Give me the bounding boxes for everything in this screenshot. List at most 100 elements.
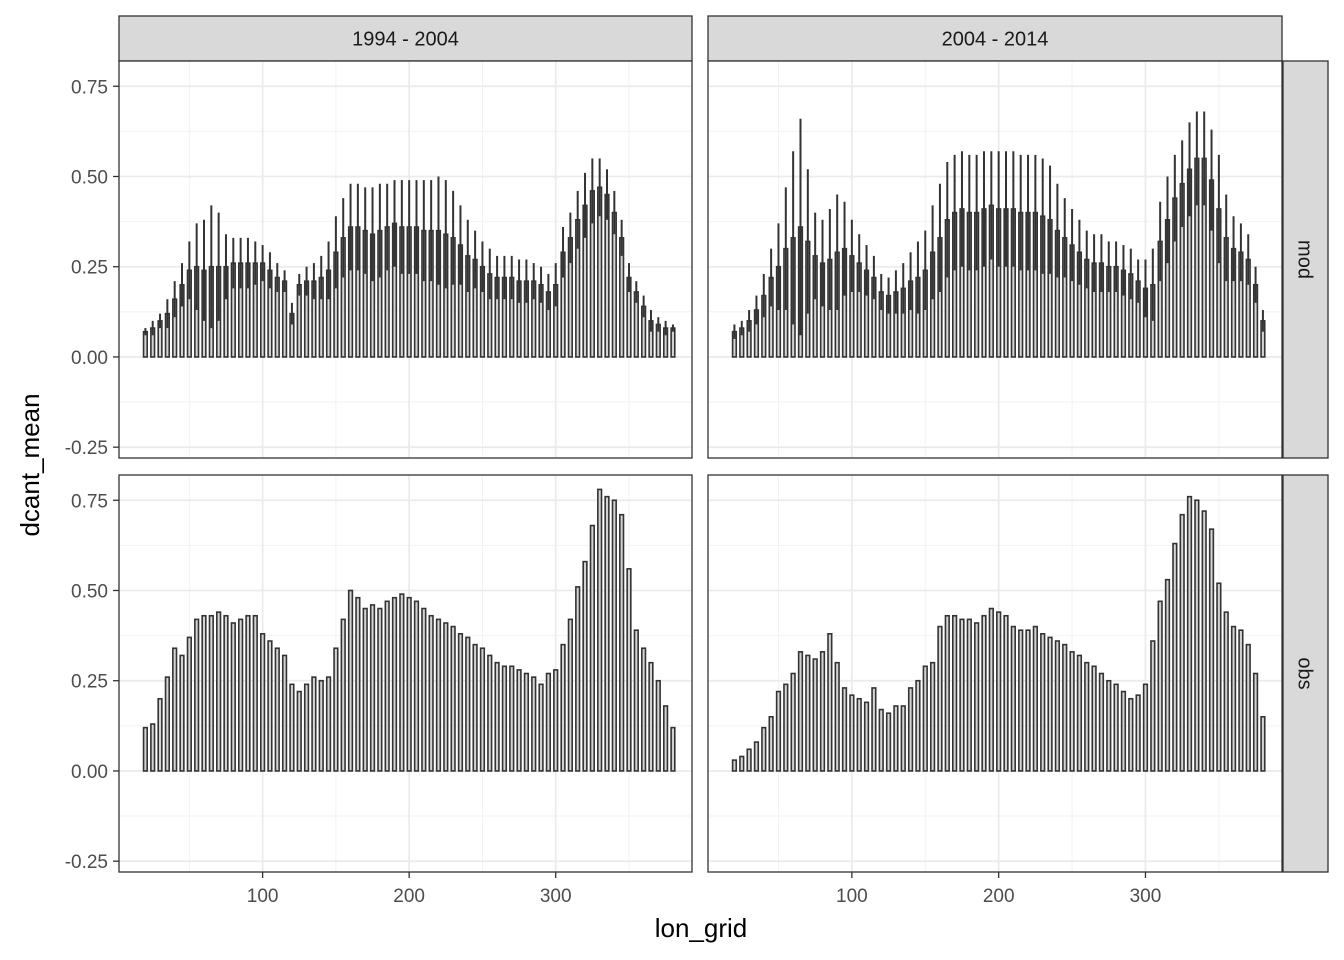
bar bbox=[841, 687, 848, 772]
bar bbox=[670, 327, 676, 358]
bar bbox=[443, 622, 449, 772]
bar bbox=[641, 647, 647, 772]
bar bbox=[1135, 694, 1141, 772]
bar bbox=[944, 614, 950, 772]
bar bbox=[611, 499, 617, 772]
x-tick-label: 100 bbox=[247, 886, 279, 907]
bar bbox=[391, 596, 398, 772]
bar bbox=[325, 676, 332, 772]
column-strip bbox=[707, 15, 1283, 62]
bar bbox=[157, 697, 163, 772]
bar bbox=[670, 726, 676, 772]
bar bbox=[516, 669, 522, 772]
panel-background bbox=[119, 475, 692, 872]
bar bbox=[775, 690, 782, 772]
bar bbox=[369, 604, 376, 772]
bar bbox=[819, 651, 826, 772]
bar bbox=[1164, 578, 1171, 772]
bar bbox=[1091, 665, 1097, 772]
bar bbox=[303, 683, 310, 772]
bar bbox=[575, 586, 581, 772]
bar bbox=[996, 611, 1002, 772]
panel: -0.25 0.00 0.25 0.50 0.75 bbox=[65, 60, 693, 459]
panel: -0.25 0.00 0.25 0.50 0.75 100 200 300 bbox=[65, 474, 693, 907]
y-tick-label: 0.25 bbox=[71, 258, 108, 279]
bar bbox=[355, 596, 361, 772]
bar bbox=[1142, 683, 1149, 772]
x-tick-label: 200 bbox=[983, 886, 1015, 907]
bar bbox=[790, 672, 796, 772]
bar bbox=[267, 640, 273, 772]
bar bbox=[753, 741, 760, 772]
y-tick-label: 0.25 bbox=[71, 672, 108, 693]
bar bbox=[318, 679, 324, 772]
bar bbox=[1245, 643, 1251, 772]
panel-background bbox=[708, 475, 1282, 872]
bar bbox=[648, 661, 654, 772]
bar bbox=[194, 618, 200, 772]
bar bbox=[974, 622, 980, 772]
bar bbox=[1018, 629, 1024, 772]
bar bbox=[900, 705, 906, 772]
y-tick-label: 0.00 bbox=[71, 762, 108, 783]
bar bbox=[252, 614, 258, 772]
bar bbox=[472, 643, 478, 772]
bar bbox=[871, 687, 877, 772]
y-tick-label: 0.50 bbox=[71, 167, 108, 188]
bar bbox=[739, 755, 745, 772]
bar bbox=[988, 607, 994, 772]
row-strip bbox=[1282, 474, 1329, 873]
bar bbox=[604, 495, 610, 772]
bar bbox=[915, 679, 921, 772]
bar bbox=[142, 330, 149, 358]
bar bbox=[150, 723, 156, 772]
bar bbox=[1106, 679, 1112, 772]
bar bbox=[1025, 629, 1031, 772]
bar bbox=[428, 614, 434, 772]
bar bbox=[1069, 651, 1075, 772]
bar bbox=[1098, 672, 1105, 772]
bar bbox=[421, 607, 427, 772]
bar bbox=[274, 647, 280, 772]
bar bbox=[812, 658, 818, 772]
bar bbox=[893, 705, 899, 772]
bar bbox=[1179, 513, 1185, 772]
bar bbox=[531, 676, 537, 772]
panel-border bbox=[707, 60, 1283, 459]
bar bbox=[1062, 643, 1068, 772]
bar bbox=[1208, 528, 1215, 772]
panel-background bbox=[119, 61, 692, 458]
x-tick-label: 300 bbox=[1130, 886, 1162, 907]
bar bbox=[347, 589, 354, 772]
y-axis-title: dcant_mean bbox=[15, 393, 45, 536]
bar bbox=[981, 614, 987, 772]
bar bbox=[619, 513, 625, 772]
bar bbox=[966, 618, 972, 772]
bar bbox=[457, 632, 464, 772]
bar bbox=[479, 647, 486, 772]
bar bbox=[1201, 510, 1207, 772]
bar bbox=[937, 625, 943, 772]
bar bbox=[538, 683, 544, 772]
bar bbox=[1260, 716, 1266, 772]
y-tick-label: 0.75 bbox=[71, 491, 108, 512]
bar bbox=[1003, 614, 1009, 772]
bar bbox=[597, 488, 603, 772]
bar bbox=[164, 676, 170, 772]
bar bbox=[1157, 600, 1163, 772]
bar bbox=[1194, 499, 1200, 772]
bar bbox=[223, 614, 229, 772]
bar bbox=[1216, 582, 1222, 772]
x-tick-label: 200 bbox=[393, 886, 425, 907]
x-tick-label: 100 bbox=[836, 886, 868, 907]
bar bbox=[238, 618, 244, 772]
x-tick-label: 300 bbox=[540, 886, 572, 907]
panel-border bbox=[707, 474, 1283, 873]
bar bbox=[179, 654, 185, 772]
bar bbox=[1032, 625, 1039, 772]
bar bbox=[509, 665, 515, 772]
bar bbox=[827, 632, 833, 772]
bar bbox=[1186, 495, 1193, 772]
bar bbox=[560, 643, 566, 772]
column-strip-label: 2004 - 2014 bbox=[942, 29, 1049, 51]
